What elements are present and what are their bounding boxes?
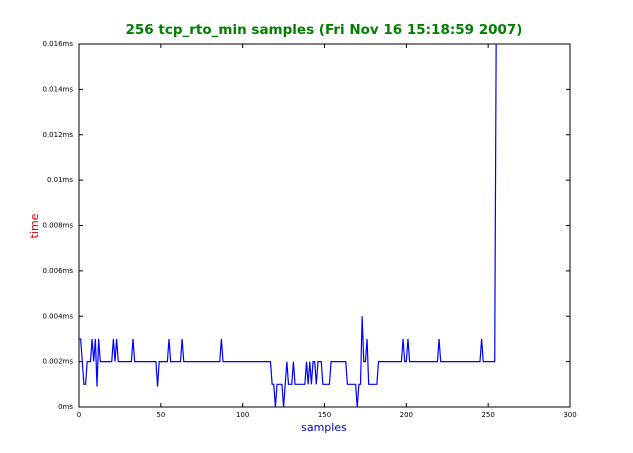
x-tick-label: 250 [481,411,494,419]
chart-title: 256 tcp_rto_min samples (Fri Nov 16 15:1… [126,22,523,38]
x-tick-label: 50 [156,411,165,419]
y-tick-label: 0.012ms [42,131,73,139]
y-tick-label: 0ms [58,403,73,411]
y-tick-label: 0.004ms [42,312,73,320]
x-tick-label: 0 [77,411,81,419]
y-axis-label: time [28,213,41,238]
y-tick-label: 0.016ms [42,40,73,48]
x-tick-label: 300 [563,411,576,419]
y-tick-label: 0.008ms [42,222,73,230]
y-tick-label: 0.014ms [42,85,73,93]
x-tick-label: 200 [400,411,413,419]
x-tick-label: 100 [236,411,249,419]
data-line [79,44,497,407]
y-tick-label: 0.006ms [42,267,73,275]
y-tick-label: 0.01ms [47,176,73,184]
y-tick-label: 0.002ms [42,358,73,366]
x-axis-label: samples [301,421,347,434]
x-tick-label: 150 [318,411,331,419]
